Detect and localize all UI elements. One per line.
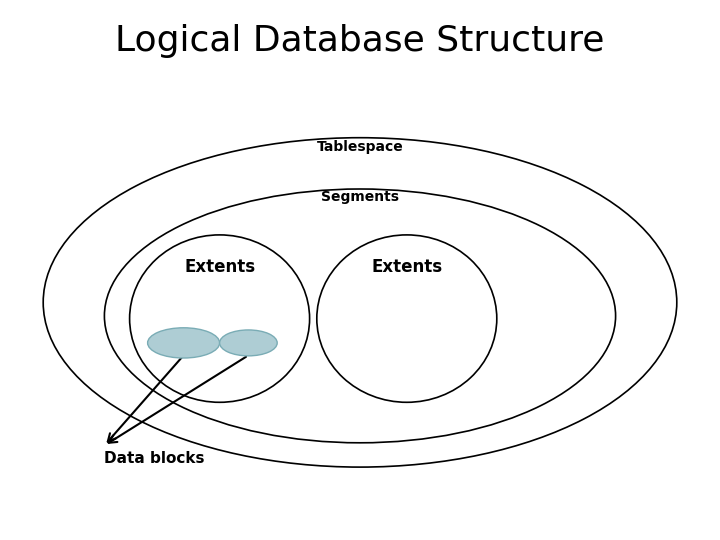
Ellipse shape xyxy=(148,328,220,358)
Text: Logical Database Structure: Logical Database Structure xyxy=(115,24,605,58)
Ellipse shape xyxy=(104,189,616,443)
Text: Extents: Extents xyxy=(184,258,255,276)
Ellipse shape xyxy=(317,235,497,402)
Ellipse shape xyxy=(220,330,277,356)
Text: Extents: Extents xyxy=(372,258,442,276)
Text: Segments: Segments xyxy=(321,190,399,204)
Ellipse shape xyxy=(130,235,310,402)
Ellipse shape xyxy=(43,138,677,467)
Text: Data blocks: Data blocks xyxy=(104,451,205,466)
Text: Tablespace: Tablespace xyxy=(317,140,403,154)
